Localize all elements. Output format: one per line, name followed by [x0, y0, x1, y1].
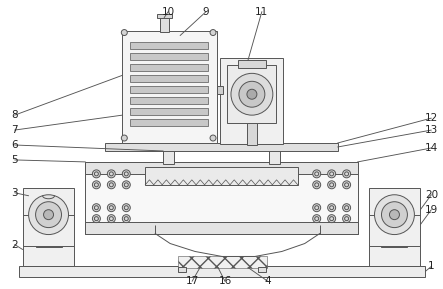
Circle shape — [35, 202, 62, 228]
Text: 3: 3 — [12, 188, 18, 198]
Bar — [269, 148, 280, 164]
Text: 2: 2 — [12, 240, 18, 249]
Circle shape — [342, 181, 350, 189]
Text: 9: 9 — [203, 7, 210, 17]
Circle shape — [313, 215, 321, 223]
Circle shape — [313, 204, 321, 212]
Circle shape — [342, 170, 350, 178]
Bar — [369, 244, 420, 266]
Bar — [160, 16, 169, 32]
Circle shape — [122, 215, 130, 223]
Bar — [85, 162, 358, 234]
Bar — [157, 14, 172, 18]
Circle shape — [231, 73, 273, 115]
Text: 19: 19 — [425, 205, 438, 215]
Circle shape — [122, 170, 130, 178]
Circle shape — [121, 135, 127, 141]
Circle shape — [313, 181, 321, 189]
Bar — [19, 266, 425, 277]
Bar — [258, 267, 266, 272]
Bar — [163, 148, 174, 164]
Bar — [130, 119, 208, 126]
Text: 7: 7 — [12, 125, 18, 135]
Circle shape — [122, 181, 130, 189]
Circle shape — [342, 215, 350, 223]
Text: 12: 12 — [425, 113, 438, 123]
Bar — [23, 188, 74, 246]
Circle shape — [122, 204, 130, 212]
Bar — [238, 60, 266, 68]
Circle shape — [328, 181, 336, 189]
Bar — [178, 256, 267, 268]
Circle shape — [210, 29, 216, 36]
Bar — [217, 86, 223, 94]
Text: 8: 8 — [12, 110, 18, 120]
Circle shape — [389, 210, 400, 220]
Text: 13: 13 — [425, 125, 438, 135]
Text: 1: 1 — [428, 262, 435, 271]
Bar — [178, 267, 186, 272]
Circle shape — [239, 81, 265, 107]
Bar — [122, 31, 217, 143]
Text: 20: 20 — [425, 190, 438, 200]
Bar — [227, 65, 276, 123]
Circle shape — [107, 204, 115, 212]
Circle shape — [342, 204, 350, 212]
Bar — [381, 215, 408, 247]
Bar — [105, 143, 338, 151]
Bar — [130, 75, 208, 82]
Circle shape — [328, 170, 336, 178]
Circle shape — [107, 215, 115, 223]
Circle shape — [93, 170, 101, 178]
Bar — [130, 53, 208, 60]
Circle shape — [93, 215, 101, 223]
Bar — [130, 42, 208, 49]
Circle shape — [328, 215, 336, 223]
Text: 6: 6 — [12, 140, 18, 150]
Bar — [23, 244, 74, 266]
Bar — [35, 215, 62, 247]
Text: 11: 11 — [255, 7, 268, 17]
Text: 17: 17 — [186, 276, 199, 286]
Circle shape — [107, 181, 115, 189]
Bar — [130, 108, 208, 115]
Bar — [130, 64, 208, 71]
Circle shape — [328, 204, 336, 212]
Bar — [85, 222, 358, 234]
Circle shape — [374, 195, 414, 235]
Circle shape — [247, 89, 257, 99]
Circle shape — [210, 135, 216, 141]
Bar — [85, 162, 358, 174]
Bar — [130, 86, 208, 93]
Circle shape — [43, 210, 54, 220]
Text: 4: 4 — [264, 276, 271, 286]
Text: 5: 5 — [12, 155, 18, 165]
Circle shape — [381, 202, 408, 228]
Circle shape — [107, 170, 115, 178]
Bar — [130, 97, 208, 104]
Circle shape — [29, 195, 69, 235]
Text: 14: 14 — [425, 143, 438, 153]
Circle shape — [313, 170, 321, 178]
Bar — [145, 167, 298, 185]
Text: 16: 16 — [218, 276, 232, 286]
Circle shape — [121, 29, 127, 36]
Circle shape — [93, 181, 101, 189]
Text: 10: 10 — [162, 7, 175, 17]
Circle shape — [93, 204, 101, 212]
Bar — [220, 58, 283, 144]
Bar — [247, 123, 257, 145]
Bar — [369, 188, 420, 246]
